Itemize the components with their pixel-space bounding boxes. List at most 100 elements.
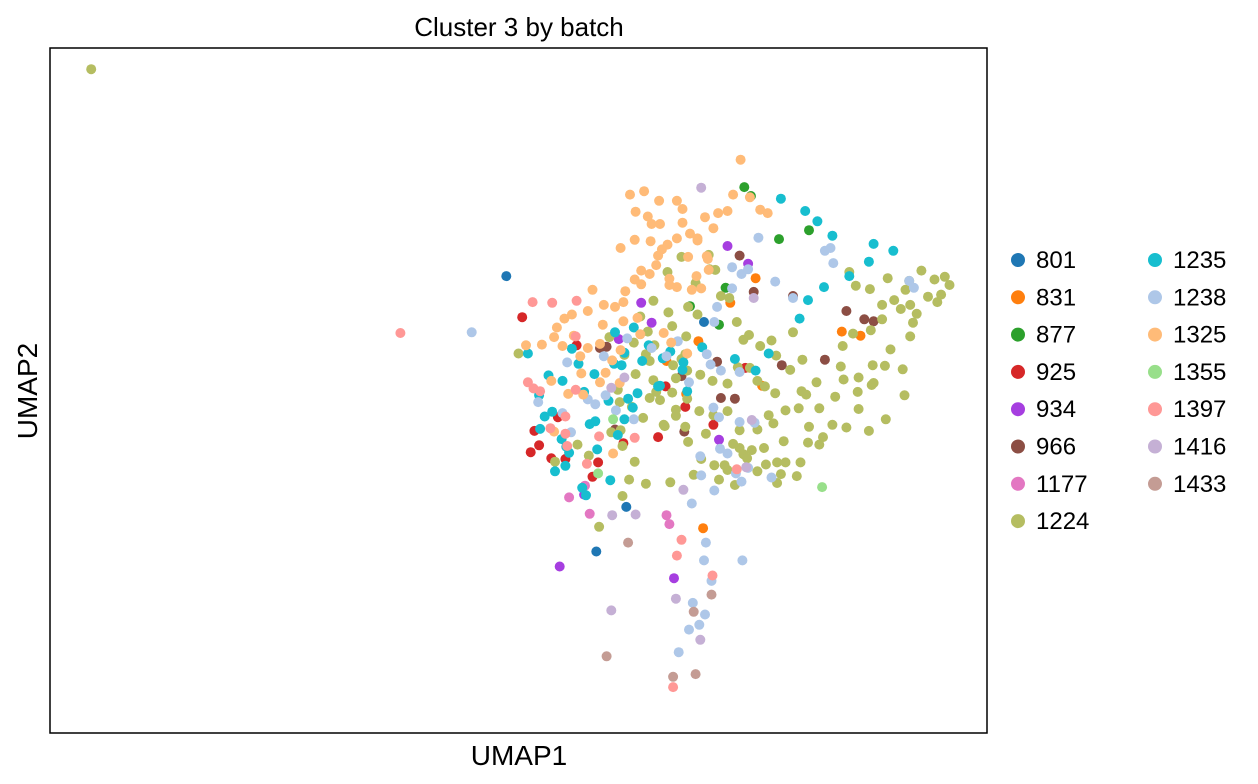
point-batch-1224-91 [797, 354, 808, 365]
point-batch-1325-50 [563, 388, 574, 399]
legend-label-966: 966 [1036, 434, 1076, 461]
point-batch-1238-31 [736, 476, 747, 487]
point-batch-1224-44 [785, 364, 796, 375]
point-batch-1235-56 [547, 406, 558, 417]
y-axis-label: UMAP2 [12, 343, 43, 439]
point-batch-1235-39 [763, 348, 774, 359]
legend-item-934: 934 [1011, 396, 1076, 423]
point-batch-1235-54 [573, 358, 584, 369]
point-batch-1224-67 [848, 328, 858, 339]
point-batch-1235-2 [535, 423, 546, 434]
point-batch-1325-59 [654, 195, 665, 206]
point-batch-1224-40 [763, 410, 774, 421]
x-axis-label: UMAP1 [471, 740, 567, 771]
point-batch-1238-19 [753, 232, 764, 243]
point-batch-1235-16 [623, 393, 634, 404]
point-batch-831-6 [855, 330, 866, 341]
point-batch-1224-21 [683, 436, 694, 447]
point-batch-1224-123 [759, 443, 769, 453]
point-batch-1325-45 [582, 343, 593, 353]
point-batch-1397-7 [570, 331, 581, 342]
point-batch-1224-68 [865, 325, 876, 336]
point-batch-1224-142 [663, 307, 674, 318]
point-batch-934-8 [722, 241, 733, 251]
legend-item-1235: 1235 [1148, 247, 1226, 274]
point-batch-1325-67 [735, 154, 746, 165]
point-batch-1238-20 [770, 276, 781, 287]
point-batch-1325-2 [557, 341, 568, 351]
point-batch-1325-26 [677, 217, 688, 228]
point-batch-1238-42 [694, 619, 705, 630]
point-batch-1224-47 [793, 403, 804, 414]
point-batch-1238-43 [684, 624, 694, 635]
point-batch-925-0 [525, 447, 536, 458]
point-batch-1224-131 [770, 388, 781, 399]
point-batch-1397-15 [671, 550, 682, 561]
point-batch-1224-15 [670, 373, 681, 384]
point-batch-1224-101 [692, 309, 703, 320]
point-batch-1224-102 [683, 301, 694, 312]
point-batch-925-2 [534, 440, 545, 451]
point-batch-1238-45 [628, 414, 639, 425]
point-batch-1416-1 [606, 382, 617, 393]
point-batch-1224-34 [752, 466, 763, 477]
point-batch-801-3 [699, 317, 709, 327]
point-batch-1238-48 [533, 397, 544, 408]
point-batch-1433-5 [688, 606, 699, 617]
point-batch-1238-14 [712, 301, 723, 312]
point-batch-1238-54 [734, 417, 745, 427]
point-batch-1224-132 [759, 381, 770, 392]
point-batch-1224-79 [944, 280, 955, 290]
point-batch-1325-13 [644, 269, 655, 279]
point-batch-1224-70 [889, 295, 900, 306]
point-batch-1325-64 [744, 192, 755, 203]
legend-marker-831 [1011, 290, 1025, 305]
point-batch-1235-53 [592, 444, 603, 455]
point-batch-1325-66 [762, 208, 773, 219]
point-batch-1224-23 [709, 460, 720, 471]
point-batch-1325-41 [576, 368, 587, 379]
point-batch-1325-68 [722, 206, 733, 216]
point-batch-1224-10 [644, 393, 655, 403]
point-batch-1416-8 [746, 415, 757, 425]
point-batch-1224-116 [617, 491, 628, 501]
point-batch-1177-1 [584, 508, 595, 519]
point-batch-1224-76 [923, 291, 933, 302]
legend-label-1416: 1416 [1173, 434, 1226, 461]
point-batch-1325-0 [521, 340, 531, 351]
point-batch-1355-0 [608, 414, 619, 425]
point-batch-1238-46 [610, 405, 621, 416]
point-batch-1397-13 [562, 441, 573, 451]
point-batch-1224-78 [936, 289, 947, 300]
point-batch-1238-21 [788, 293, 798, 303]
point-batch-1416-0 [619, 372, 630, 383]
point-batch-1325-21 [639, 186, 650, 197]
legend-item-966: 966 [1011, 434, 1076, 461]
legend-label-1433: 1433 [1173, 471, 1226, 498]
point-batch-1325-18 [615, 243, 626, 253]
point-batch-925-14 [517, 312, 528, 323]
point-batch-1238-4 [622, 333, 633, 344]
point-batch-1397-19 [731, 464, 742, 475]
point-batch-1325-22 [642, 211, 653, 222]
point-batch-1325-37 [636, 279, 647, 290]
point-batch-1224-148 [715, 291, 726, 301]
point-batch-1224-97 [731, 317, 742, 327]
point-batch-1325-53 [595, 377, 605, 388]
point-batch-1235-15 [632, 388, 643, 399]
legend-item-1224: 1224 [1011, 508, 1089, 535]
point-batch-966-5 [715, 393, 726, 403]
point-batch-1224-55 [853, 404, 864, 414]
point-batch-1397-11 [629, 432, 640, 443]
point-batch-1224-96 [738, 334, 749, 345]
point-batch-1224-92 [788, 327, 798, 338]
legend-marker-1397 [1148, 402, 1162, 417]
point-batch-1224-73 [908, 317, 918, 328]
legend-item-1433: 1433 [1148, 471, 1226, 498]
point-batch-1235-21 [619, 414, 630, 425]
point-batch-831-2 [750, 273, 761, 284]
point-batch-1224-36 [734, 425, 745, 436]
point-batch-1325-8 [610, 301, 620, 312]
point-batch-1224-86 [882, 273, 893, 284]
